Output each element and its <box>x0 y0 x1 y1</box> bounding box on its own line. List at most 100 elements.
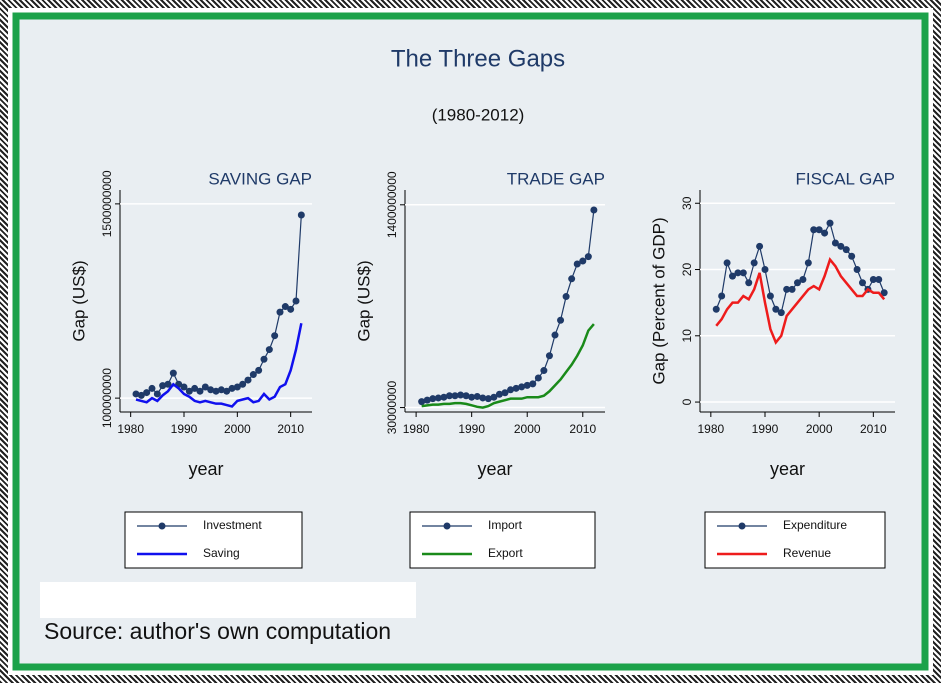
x-tick-label: 1980 <box>697 422 724 436</box>
point <box>148 384 156 392</box>
legend-label: Expenditure <box>783 518 847 532</box>
point <box>853 266 861 274</box>
point <box>440 393 448 401</box>
legend <box>409 511 596 569</box>
point <box>573 260 581 268</box>
point <box>739 269 747 277</box>
x-tick-label: 2010 <box>569 422 596 436</box>
point <box>191 384 199 392</box>
point <box>153 390 161 398</box>
point <box>794 279 801 287</box>
point <box>729 272 736 280</box>
y-axis-label: Gap (US$) <box>69 260 88 341</box>
point <box>276 308 284 316</box>
point <box>837 242 845 250</box>
source-bg <box>40 582 416 618</box>
point <box>429 395 437 403</box>
x-tick-label: 2010 <box>277 422 304 436</box>
point <box>281 303 289 311</box>
point <box>750 259 758 267</box>
point <box>584 253 592 261</box>
x-axis-label: year <box>477 459 512 479</box>
point <box>880 289 888 297</box>
point <box>766 292 774 300</box>
point <box>260 355 268 363</box>
point <box>418 398 426 406</box>
point <box>169 369 177 377</box>
point <box>423 396 431 404</box>
y-tick-label: 30 <box>680 196 694 210</box>
legend-label: Investment <box>203 518 262 532</box>
x-tick-label: 2010 <box>860 422 887 436</box>
point <box>842 246 850 254</box>
point <box>468 393 476 401</box>
point <box>579 257 587 265</box>
point <box>297 211 305 219</box>
point <box>712 305 720 313</box>
point <box>137 391 145 399</box>
series-line <box>135 322 303 408</box>
point <box>445 392 453 400</box>
point <box>292 297 300 305</box>
point <box>473 392 481 400</box>
point <box>772 305 780 313</box>
y-axis-label: Gap (Percent of GDP) <box>649 217 668 384</box>
point <box>848 252 856 260</box>
y-tick-label: 10 <box>680 329 694 343</box>
y-axis-label: Gap (US$) <box>354 260 373 341</box>
x-tick-label: 1990 <box>752 422 779 436</box>
point <box>761 266 769 274</box>
point <box>185 387 193 395</box>
y-tick-label: 0 <box>680 398 694 405</box>
point <box>756 242 764 250</box>
point <box>529 380 537 388</box>
y-tick-label: 1500000000 <box>100 170 114 237</box>
point <box>143 389 151 397</box>
point <box>201 383 209 391</box>
point <box>180 383 188 391</box>
point <box>590 206 598 214</box>
point <box>788 285 796 293</box>
y-tick-label: 1400000000 <box>385 171 399 238</box>
point <box>265 346 273 354</box>
point <box>821 229 829 237</box>
legend-marker <box>738 522 746 530</box>
point <box>271 332 279 340</box>
point <box>501 389 509 397</box>
legend-label: Revenue <box>783 546 831 560</box>
point <box>212 387 220 395</box>
point <box>228 384 236 392</box>
series-line <box>715 257 886 345</box>
legend <box>704 511 886 569</box>
point <box>831 239 839 247</box>
legend-marker <box>443 522 451 530</box>
point <box>255 366 263 374</box>
point <box>562 293 570 301</box>
point <box>718 292 726 300</box>
point <box>495 390 503 398</box>
point <box>164 380 172 388</box>
x-tick-label: 2000 <box>514 422 541 436</box>
x-tick-label: 1990 <box>458 422 485 436</box>
point <box>518 383 526 391</box>
point <box>783 285 791 293</box>
x-tick-label: 1980 <box>403 422 430 436</box>
point <box>723 259 731 267</box>
point <box>287 305 295 313</box>
point <box>484 395 492 403</box>
x-axis-label: year <box>770 459 805 479</box>
point <box>734 269 742 277</box>
point <box>434 394 442 402</box>
x-tick-label: 1990 <box>171 422 198 436</box>
subtitle: (1980-2012) <box>432 105 525 124</box>
x-tick-label: 1980 <box>117 422 144 436</box>
point <box>457 391 465 399</box>
point <box>451 392 459 400</box>
point <box>551 331 559 339</box>
point <box>462 392 470 400</box>
point <box>512 384 520 392</box>
legend-label: Import <box>488 518 523 532</box>
x-axis-label: year <box>188 459 223 479</box>
